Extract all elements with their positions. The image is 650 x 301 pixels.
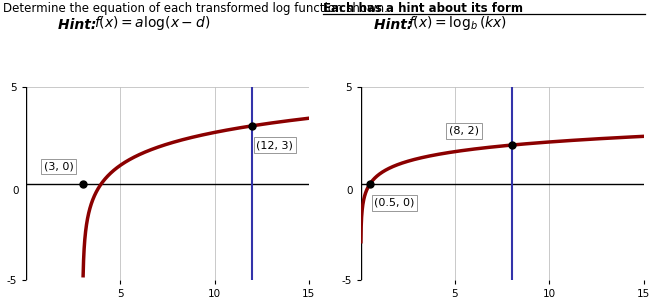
Text: (12, 3): (12, 3): [256, 140, 293, 150]
Text: $f(x) = a\log(x - d)$: $f(x) = a\log(x - d)$: [94, 14, 211, 32]
Text: 0: 0: [346, 187, 353, 197]
Text: (3, 0): (3, 0): [44, 162, 73, 172]
Text: Each has a hint about its form: Each has a hint about its form: [323, 2, 523, 14]
Text: (8, 2): (8, 2): [449, 126, 479, 136]
Text: Hint:: Hint:: [58, 17, 107, 32]
Text: Hint:: Hint:: [374, 17, 422, 32]
Text: $f(x) = \log_b(kx)$: $f(x) = \log_b(kx)$: [408, 14, 506, 32]
Text: (0.5, 0): (0.5, 0): [374, 198, 415, 208]
Text: 0: 0: [12, 187, 18, 197]
Text: Determine the equation of each transformed log function shown.: Determine the equation of each transform…: [3, 2, 392, 14]
